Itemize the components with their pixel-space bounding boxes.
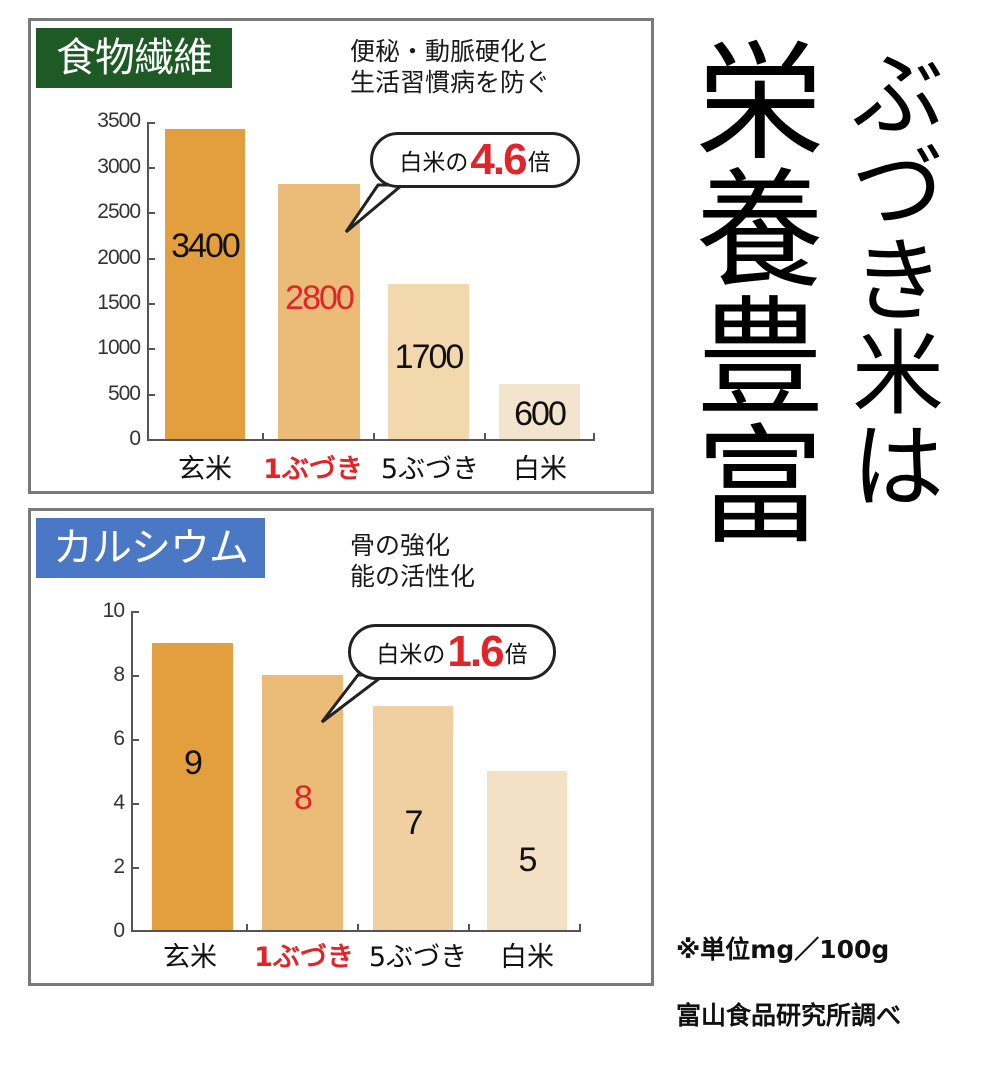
calcium-subtitle: 骨の強化 能の活性化 bbox=[350, 531, 476, 591]
fiber-x-label: 白米 bbox=[513, 454, 567, 485]
calcium-callout: 白米の 1.6 倍 bbox=[348, 624, 556, 680]
headline-char: 養 bbox=[695, 157, 824, 306]
fiber-bar-hakumai: 600 bbox=[499, 384, 580, 439]
fiber-callout-prefix: 白米の bbox=[399, 150, 469, 176]
calcium-x-tick bbox=[579, 924, 581, 932]
calcium-bar-value: 7 bbox=[404, 804, 424, 842]
fiber-y-tick bbox=[147, 303, 155, 305]
fiber-bar-1buzuki: 2800 bbox=[278, 184, 360, 439]
fiber-y-label: 2000 bbox=[97, 246, 141, 269]
fiber-bar-5buzuki: 1700 bbox=[388, 284, 469, 439]
calcium-y-label: 2 bbox=[113, 855, 125, 878]
calcium-y-tick bbox=[131, 739, 139, 741]
fiber-title: 食物繊維 bbox=[36, 28, 232, 88]
fiber-y-tick bbox=[147, 258, 155, 260]
fiber-y-label: 500 bbox=[107, 382, 141, 405]
headline-char: 米 bbox=[851, 321, 944, 428]
fiber-x-tick bbox=[484, 433, 486, 441]
calcium-y-label: 6 bbox=[113, 727, 125, 750]
fiber-bar-value: 1700 bbox=[394, 338, 465, 376]
calcium-bar-genmai: 9 bbox=[152, 643, 233, 930]
fiber-x-axis bbox=[147, 439, 595, 441]
calcium-bar-value: 9 bbox=[184, 744, 203, 782]
calcium-callout-prefix: 白米の bbox=[376, 642, 446, 668]
fiber-y-tick bbox=[147, 167, 155, 169]
headline-char: 栄 bbox=[695, 29, 824, 178]
calcium-y-tick bbox=[131, 675, 139, 677]
fiber-x-label: 5ぶづき bbox=[380, 454, 480, 485]
headline-char: 富 bbox=[695, 413, 824, 562]
calcium-bar-5buzuki: 7 bbox=[373, 706, 453, 930]
headline-char: 豊 bbox=[695, 285, 824, 434]
fiber-x-tick bbox=[593, 433, 595, 441]
fiber-x-label: 1ぶづき bbox=[263, 454, 363, 485]
calcium-y-label: 8 bbox=[113, 663, 125, 686]
headline-char: ぶ bbox=[851, 42, 944, 149]
fiber-y-label: 3500 bbox=[97, 109, 141, 132]
calcium-y-tick bbox=[131, 867, 139, 869]
calcium-x-label: 1ぶづき bbox=[254, 942, 354, 973]
fiber-callout: 白米の 4.6 倍 bbox=[370, 132, 580, 188]
calcium-callout-value: 1.6 bbox=[447, 627, 504, 676]
calcium-y-label: 4 bbox=[113, 791, 125, 814]
headline-char: づ bbox=[851, 135, 944, 242]
fiber-callout-tail bbox=[344, 183, 407, 234]
calcium-bar-1buzuki: 8 bbox=[262, 675, 343, 930]
calcium-x-label: 玄米 bbox=[163, 942, 217, 973]
calcium-bar-hakumai: 5 bbox=[487, 771, 567, 930]
footnote-unit: ※単位mg／100g bbox=[676, 935, 890, 964]
calcium-x-tick bbox=[357, 924, 359, 932]
fiber-y-label: 0 bbox=[129, 427, 141, 450]
fiber-y-label: 1000 bbox=[97, 336, 141, 359]
fiber-bar-value: 600 bbox=[514, 395, 567, 433]
calcium-bar-value: 5 bbox=[518, 841, 538, 879]
fiber-y-axis bbox=[147, 122, 149, 441]
footnote: ※単位mg／100g 富山食品研究所調べ bbox=[676, 900, 901, 1065]
calcium-x-label: 白米 bbox=[500, 942, 554, 973]
calcium-x-tick bbox=[246, 924, 248, 932]
calcium-x-label: 5ぶづき bbox=[368, 942, 468, 973]
fiber-y-label: 3000 bbox=[97, 155, 141, 178]
calcium-callout-suffix: 倍 bbox=[504, 642, 528, 668]
fiber-x-tick bbox=[262, 433, 264, 441]
fiber-y-tick bbox=[147, 348, 155, 350]
calcium-y-tick bbox=[131, 803, 139, 805]
fiber-y-tick bbox=[147, 122, 155, 124]
calcium-y-label: 10 bbox=[102, 599, 125, 622]
calcium-y-axis bbox=[131, 611, 133, 932]
fiber-callout-suffix: 倍 bbox=[527, 150, 551, 176]
calcium-x-tick bbox=[468, 924, 470, 932]
fiber-y-tick bbox=[147, 394, 155, 396]
fiber-callout-value: 4.6 bbox=[470, 135, 527, 184]
headline-sub: ぶ づ き 米 は bbox=[848, 50, 948, 514]
calcium-bar-value: 8 bbox=[294, 779, 313, 817]
fiber-subtitle: 便秘・動脈硬化と 生活習慣病を防ぐ bbox=[350, 37, 551, 97]
calcium-title-text: カルシウム bbox=[53, 525, 249, 571]
fiber-x-label: 玄米 bbox=[178, 454, 232, 485]
fiber-y-label: 2500 bbox=[97, 200, 141, 223]
headline-char: き bbox=[851, 228, 944, 335]
fiber-x-tick bbox=[373, 433, 375, 441]
calcium-y-tick bbox=[131, 611, 139, 613]
fiber-title-text: 食物繊維 bbox=[56, 35, 213, 81]
calcium-title: カルシウム bbox=[36, 518, 265, 578]
fiber-bar-value: 2800 bbox=[285, 279, 355, 317]
calcium-y-label: 0 bbox=[113, 919, 125, 942]
calcium-x-axis bbox=[131, 930, 581, 932]
fiber-y-label: 1500 bbox=[97, 291, 141, 314]
fiber-bar-value: 3400 bbox=[171, 227, 241, 265]
headline-char: は bbox=[851, 414, 944, 521]
headline-main: 栄 養 豊 富 bbox=[690, 40, 830, 552]
fiber-y-tick bbox=[147, 212, 155, 214]
fiber-bar-genmai: 3400 bbox=[165, 129, 245, 439]
footnote-source: 富山食品研究所調べ bbox=[676, 1001, 902, 1030]
